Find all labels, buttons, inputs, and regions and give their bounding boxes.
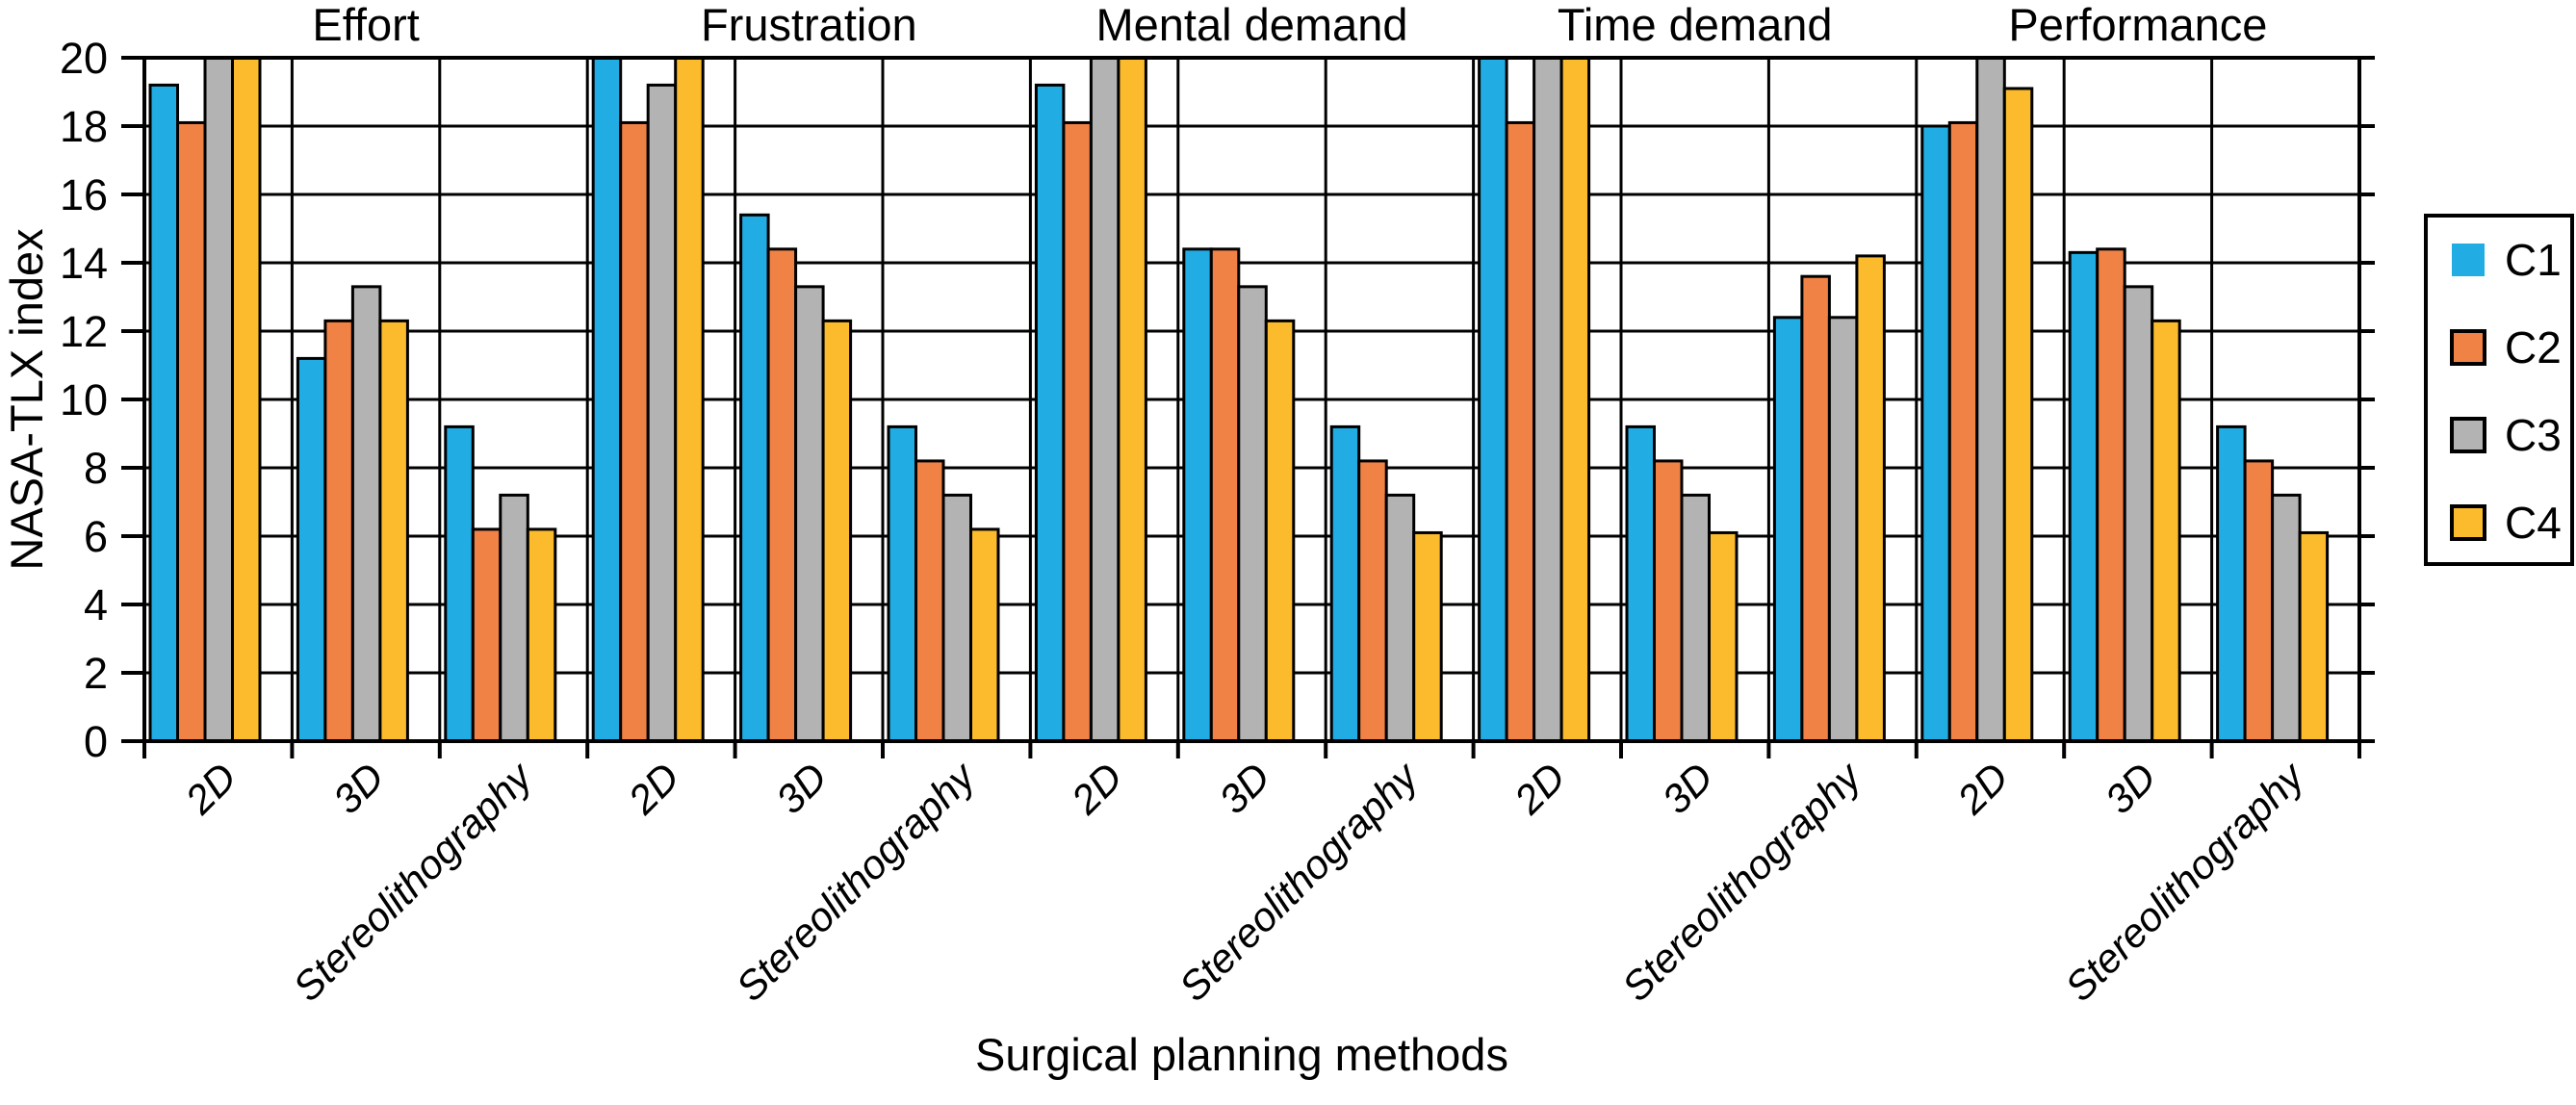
bar-c3-frustration-stereolithography	[941, 493, 972, 743]
bar-c1-frustration-3d	[739, 213, 770, 743]
y-tick-label: 16	[60, 170, 108, 219]
bar-c2-frustration-3d	[766, 247, 798, 743]
y-axis-title: NASA-TLX index	[1, 228, 52, 570]
bar-c3-frustration-2d	[646, 83, 678, 743]
bar-c2-effort-stereolithography	[471, 527, 502, 743]
bar-c4-mental-demand-2d	[1117, 56, 1147, 743]
bar-c1-time-demand-3d	[1625, 424, 1656, 743]
bar-c4-mental-demand-3d	[1264, 319, 1296, 743]
bar-c4-effort-3d	[378, 319, 409, 743]
y-tick-label: 14	[60, 239, 108, 288]
legend-swatch-c1	[2452, 244, 2485, 276]
bar-c1-time-demand-stereolithography	[1772, 316, 1804, 743]
y-tick-label: 4	[84, 580, 108, 630]
panel-title-frustration: Frustration	[701, 0, 917, 50]
axis-ticks	[121, 56, 2375, 758]
bar-c4-frustration-2d	[674, 56, 705, 743]
bar-c4-time-demand-2d	[1559, 56, 1591, 743]
y-tick-label: 2	[84, 649, 108, 698]
bar-c4-frustration-3d	[821, 319, 853, 743]
bar-c4-time-demand-3d	[1708, 530, 1739, 743]
bar-c1-mental-demand-stereolithography	[1329, 424, 1361, 743]
bar-c2-time-demand-3d	[1653, 459, 1684, 743]
y-tick-label: 10	[60, 375, 108, 424]
bar-c3-time-demand-2d	[1533, 56, 1563, 743]
bar-c4-performance-stereolithography	[2298, 530, 2330, 743]
bar-c1-effort-2d	[148, 83, 179, 743]
y-tick-labels: 0 2 4 6 8 10 12 14 16 18 20	[60, 34, 108, 766]
bar-c4-mental-demand-stereolithography	[1412, 530, 1443, 743]
y-tick-label: 6	[84, 512, 108, 561]
bar-c2-frustration-stereolithography	[914, 459, 945, 743]
bar-c3-mental-demand-3d	[1237, 285, 1268, 743]
bar-c1-performance-3d	[2068, 250, 2099, 743]
bar-c3-effort-2d	[203, 56, 234, 743]
bar-c3-effort-stereolithography	[499, 493, 529, 743]
bar-c3-time-demand-stereolithography	[1827, 316, 1859, 743]
bar-c1-performance-2d	[1920, 124, 1951, 743]
bar-c3-frustration-3d	[794, 285, 825, 743]
bar-c3-performance-2d	[1975, 56, 2006, 743]
bar-c1-mental-demand-3d	[1182, 247, 1213, 743]
panel-title-effort: Effort	[312, 0, 419, 50]
bar-c1-frustration-stereolithography	[887, 424, 917, 743]
panel-title-time-demand: Time demand	[1558, 0, 1833, 50]
legend: C1 C2 C3 C4	[2424, 214, 2574, 566]
y-tick-label: 8	[84, 444, 108, 493]
bar-c2-mental-demand-2d	[1062, 120, 1093, 743]
bar-c2-performance-stereolithography	[2243, 459, 2275, 743]
bar-c2-mental-demand-3d	[1209, 247, 1241, 743]
y-tick-label: 0	[84, 717, 108, 766]
bar-c1-mental-demand-2d	[1034, 83, 1066, 743]
bar-c3-mental-demand-2d	[1089, 56, 1121, 743]
bar-c4-effort-2d	[231, 56, 262, 743]
legend-swatch-c4	[2450, 504, 2486, 541]
bar-c3-performance-stereolithography	[2271, 493, 2302, 743]
bar-c1-performance-stereolithography	[2216, 424, 2247, 743]
panel-title-mental-demand: Mental demand	[1096, 0, 1408, 50]
bar-c1-effort-stereolithography	[444, 424, 475, 743]
bar-c2-performance-3d	[2096, 247, 2126, 743]
bar-c4-performance-2d	[2002, 87, 2034, 743]
legend-label-c3: C3	[2505, 410, 2562, 460]
bar-c4-time-demand-stereolithography	[1855, 254, 1886, 743]
bar-c2-time-demand-stereolithography	[1800, 274, 1831, 743]
y-tick-label: 18	[60, 102, 108, 151]
bar-c1-effort-3d	[296, 356, 327, 743]
bar-c2-time-demand-2d	[1505, 120, 1536, 743]
bar-c4-effort-stereolithography	[526, 527, 557, 743]
y-tick-label: 12	[60, 307, 108, 356]
bar-c3-time-demand-3d	[1680, 493, 1711, 743]
x-axis-title: Surgical planning methods	[975, 1029, 1508, 1080]
legend-label-c2: C2	[2505, 322, 2562, 373]
y-tick-label: 20	[60, 34, 108, 83]
bar-c2-effort-3d	[323, 319, 354, 743]
bar-c3-performance-3d	[2123, 285, 2154, 743]
bar-c4-performance-3d	[2151, 319, 2181, 743]
bar-c4-frustration-stereolithography	[969, 527, 1000, 743]
bar-c2-effort-2d	[176, 120, 207, 743]
bar-c2-performance-2d	[1947, 120, 1979, 743]
legend-label-c1: C1	[2505, 235, 2562, 285]
legend-swatch-c3	[2450, 417, 2486, 453]
bar-c2-frustration-2d	[619, 120, 650, 743]
bar-c1-frustration-2d	[591, 56, 623, 743]
panel-titles: Effort Frustration Mental demand Time deman…	[312, 0, 2267, 50]
bar-c3-mental-demand-stereolithography	[1384, 493, 1416, 743]
legend-label-c4: C4	[2505, 498, 2562, 548]
bar-c2-mental-demand-stereolithography	[1357, 459, 1388, 743]
legend-swatch-c2	[2450, 329, 2486, 366]
bars	[148, 56, 2330, 743]
bar-c3-effort-3d	[350, 285, 382, 743]
panel-title-performance: Performance	[2008, 0, 2267, 50]
bar-c1-time-demand-2d	[1478, 56, 1508, 743]
